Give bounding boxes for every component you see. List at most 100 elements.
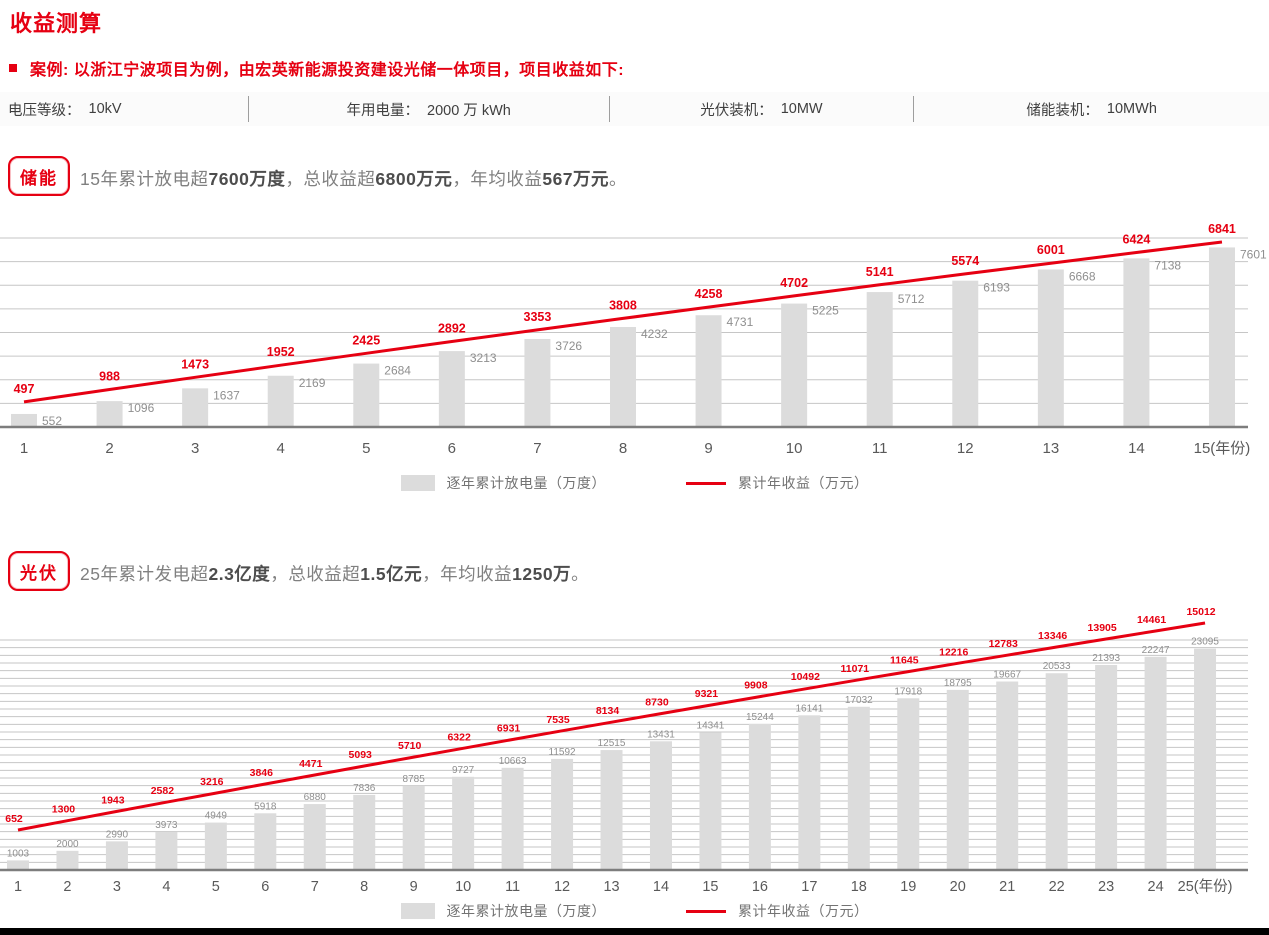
divider bbox=[913, 96, 915, 122]
bar bbox=[847, 706, 870, 870]
line-swatch-icon bbox=[686, 909, 726, 913]
x-tick-label: 18 bbox=[851, 879, 867, 895]
bar-value-label: 13431 bbox=[647, 729, 675, 740]
bar-value-label: 12515 bbox=[598, 738, 626, 749]
bar bbox=[254, 813, 277, 870]
divider bbox=[247, 96, 249, 122]
bar-value-label: 8785 bbox=[403, 774, 426, 785]
x-tick-label: 25(年份) bbox=[1178, 878, 1233, 895]
bar-value-label: 16141 bbox=[795, 703, 823, 714]
bar bbox=[438, 351, 465, 427]
bar-value-label: 3973 bbox=[155, 820, 178, 831]
bar bbox=[609, 327, 636, 427]
headline-text: 25年累计发电超 bbox=[80, 564, 209, 584]
annual-usage-label: 年用电量： bbox=[346, 102, 420, 119]
line-value-label: 5710 bbox=[398, 740, 422, 752]
bar-value-label: 7601 bbox=[1240, 247, 1267, 261]
pv-capacity-value: 10MW bbox=[780, 101, 823, 117]
bar-value-label: 7836 bbox=[353, 783, 376, 794]
bar-value-label: 6668 bbox=[1069, 269, 1096, 283]
storage-capacity-label: 储能装机： bbox=[1026, 102, 1099, 119]
line-value-label: 11645 bbox=[890, 655, 919, 667]
bar bbox=[1045, 673, 1068, 870]
bar-value-label: 5225 bbox=[812, 304, 839, 318]
bar-value-label: 1637 bbox=[213, 388, 240, 402]
page-title: 收益测算 bbox=[10, 11, 103, 36]
line-value-label: 14461 bbox=[1137, 614, 1166, 626]
bar-value-label: 5918 bbox=[254, 801, 277, 812]
bar bbox=[1208, 247, 1235, 427]
bar bbox=[524, 338, 551, 427]
legend-item-bars: 逐年累计放电量（万度） bbox=[400, 901, 607, 921]
line-value-label: 1300 bbox=[52, 804, 76, 816]
bar bbox=[1144, 656, 1167, 870]
line-value-label: 6424 bbox=[1123, 233, 1151, 247]
bar bbox=[695, 315, 722, 427]
x-tick-label: 3 bbox=[191, 440, 199, 457]
headline-text: ，总收益超 bbox=[270, 564, 361, 584]
line-value-label: 6841 bbox=[1208, 222, 1236, 236]
line-value-label: 3353 bbox=[524, 310, 552, 324]
bar-value-label: 552 bbox=[42, 414, 62, 428]
bar-value-label: 1096 bbox=[128, 401, 155, 415]
line-value-label: 13346 bbox=[1038, 630, 1067, 642]
bar bbox=[1194, 648, 1217, 870]
x-tick-label: 24 bbox=[1148, 879, 1164, 895]
line-value-label: 13905 bbox=[1088, 622, 1117, 634]
bar-value-label: 5712 bbox=[898, 292, 925, 306]
line-value-label: 497 bbox=[14, 382, 35, 396]
bar bbox=[1095, 664, 1118, 870]
x-tick-label: 13 bbox=[1042, 440, 1059, 457]
bar-value-label: 15244 bbox=[746, 712, 774, 723]
x-tick-label: 15(年份) bbox=[1194, 440, 1251, 457]
headline-text: 15年累计放电超 bbox=[80, 169, 209, 189]
line-value-label: 5141 bbox=[866, 265, 894, 279]
pv-section-badge: 光伏 bbox=[8, 551, 70, 591]
x-tick-label: 7 bbox=[533, 440, 541, 457]
bar-value-label: 4949 bbox=[205, 811, 228, 822]
line-value-label: 3216 bbox=[200, 776, 224, 788]
bar-value-label: 9727 bbox=[452, 765, 475, 776]
x-tick-label: 12 bbox=[957, 440, 974, 457]
headline-text: ，年均收益 bbox=[452, 169, 543, 189]
bar-value-label: 1003 bbox=[7, 848, 30, 859]
bar bbox=[600, 750, 623, 870]
line-value-label: 12783 bbox=[989, 638, 1018, 650]
x-tick-label: 14 bbox=[653, 879, 669, 895]
x-tick-label: 6 bbox=[448, 440, 456, 457]
bar bbox=[748, 723, 771, 870]
x-tick-label: 1 bbox=[14, 879, 22, 895]
bar bbox=[267, 375, 294, 427]
x-tick-label: 23 bbox=[1098, 879, 1114, 895]
revenue-line bbox=[23, 240, 1223, 404]
bar-value-label: 22247 bbox=[1142, 645, 1170, 656]
bar-value-label: 10663 bbox=[499, 756, 527, 767]
bar-value-label: 17918 bbox=[894, 686, 922, 697]
bar bbox=[56, 850, 79, 870]
x-tick-label: 15 bbox=[702, 879, 718, 895]
bullet-square-icon bbox=[9, 64, 17, 72]
x-tick-label: 1 bbox=[20, 440, 28, 457]
x-tick-label: 20 bbox=[950, 879, 966, 895]
bar bbox=[501, 767, 524, 870]
bar bbox=[155, 831, 178, 870]
bar-value-label: 6193 bbox=[983, 281, 1010, 295]
x-tick-label: 4 bbox=[162, 879, 170, 895]
bar-value-label: 6880 bbox=[304, 792, 327, 803]
info-cell-storage-capacity: 储能装机： 10MWh bbox=[914, 92, 1269, 126]
x-tick-label: 22 bbox=[1049, 879, 1065, 895]
headline-text: ，年均收益 bbox=[422, 564, 513, 584]
x-tick-label: 14 bbox=[1128, 440, 1145, 457]
x-tick-label: 16 bbox=[752, 879, 768, 895]
headline-number: 6800万元 bbox=[375, 169, 453, 189]
line-value-label: 8134 bbox=[596, 705, 620, 717]
bar-swatch-icon bbox=[400, 475, 435, 491]
voltage-value: 10kV bbox=[88, 101, 122, 117]
storage-section-badge: 储能 bbox=[8, 156, 70, 196]
headline-number: 567万元 bbox=[542, 169, 610, 189]
storage-chart-legend: 逐年累计放电量（万度） 累计年收益（万元） bbox=[0, 473, 1269, 493]
bar-value-label: 3213 bbox=[470, 351, 497, 365]
line-value-label: 5574 bbox=[951, 254, 979, 268]
x-tick-label: 5 bbox=[212, 879, 220, 895]
x-tick-label: 19 bbox=[900, 879, 916, 895]
